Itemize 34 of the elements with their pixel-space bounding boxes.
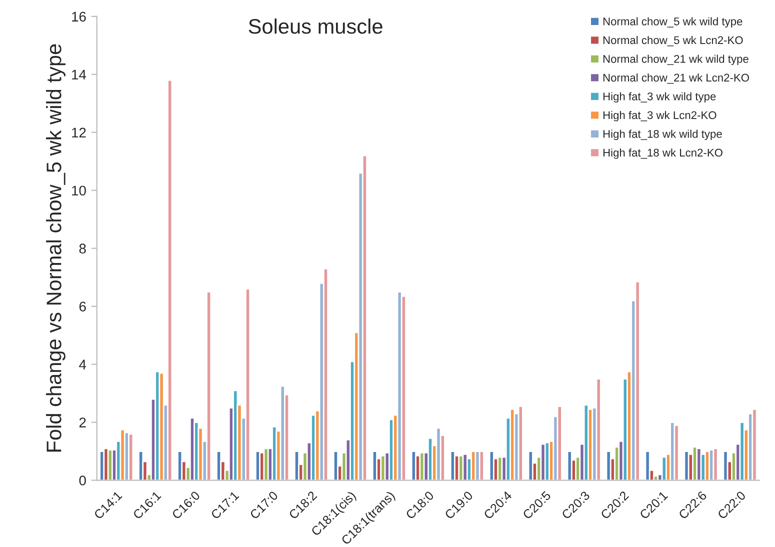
bar — [128, 433, 134, 480]
bar — [712, 448, 718, 480]
y-tick-label: 8 — [79, 244, 86, 254]
y-tick-label: 16 — [72, 12, 86, 22]
bar — [206, 291, 212, 480]
y-tick-label: 4 — [79, 360, 86, 370]
chart-title: Soleus muscle — [248, 18, 382, 34]
bar — [752, 408, 758, 480]
bar — [400, 295, 406, 480]
legend-label: Normal chow_21 wk wild type — [603, 54, 748, 66]
bar — [478, 450, 484, 480]
bar — [362, 154, 368, 480]
bar — [634, 280, 640, 480]
legend-label: Normal chow_5 wk Lcn2-KO — [603, 36, 743, 46]
y-tick-label: 0 — [79, 476, 86, 486]
bar — [167, 79, 173, 480]
y-tick-label: 2 — [79, 418, 86, 428]
y-tick-label: 14 — [72, 70, 86, 80]
legend-label: High fat_18 wk Lcn2-KO — [603, 148, 722, 159]
bar — [322, 268, 329, 480]
legend-label: Normal chow_21 wk Lcn2-KO — [603, 73, 749, 84]
bar — [245, 288, 251, 480]
legend-label: Normal chow_5 wk wild type — [603, 17, 742, 28]
bar — [556, 406, 562, 480]
legend-label: High fat_3 wk Lcn2-KO — [603, 110, 716, 122]
legend-label: High fat_3 wk wild type — [603, 92, 716, 103]
y-tick-label: 10 — [72, 186, 86, 196]
y-axis-title: Fold change vs Normal chow_5 wk wild type — [46, 44, 66, 452]
y-tick-label: 6 — [79, 302, 86, 312]
y-tick-label: 12 — [72, 128, 86, 138]
legend-label: High fat_18 wk wild type — [603, 130, 722, 140]
bar — [596, 378, 602, 480]
bar — [674, 424, 680, 480]
bar — [518, 406, 524, 480]
